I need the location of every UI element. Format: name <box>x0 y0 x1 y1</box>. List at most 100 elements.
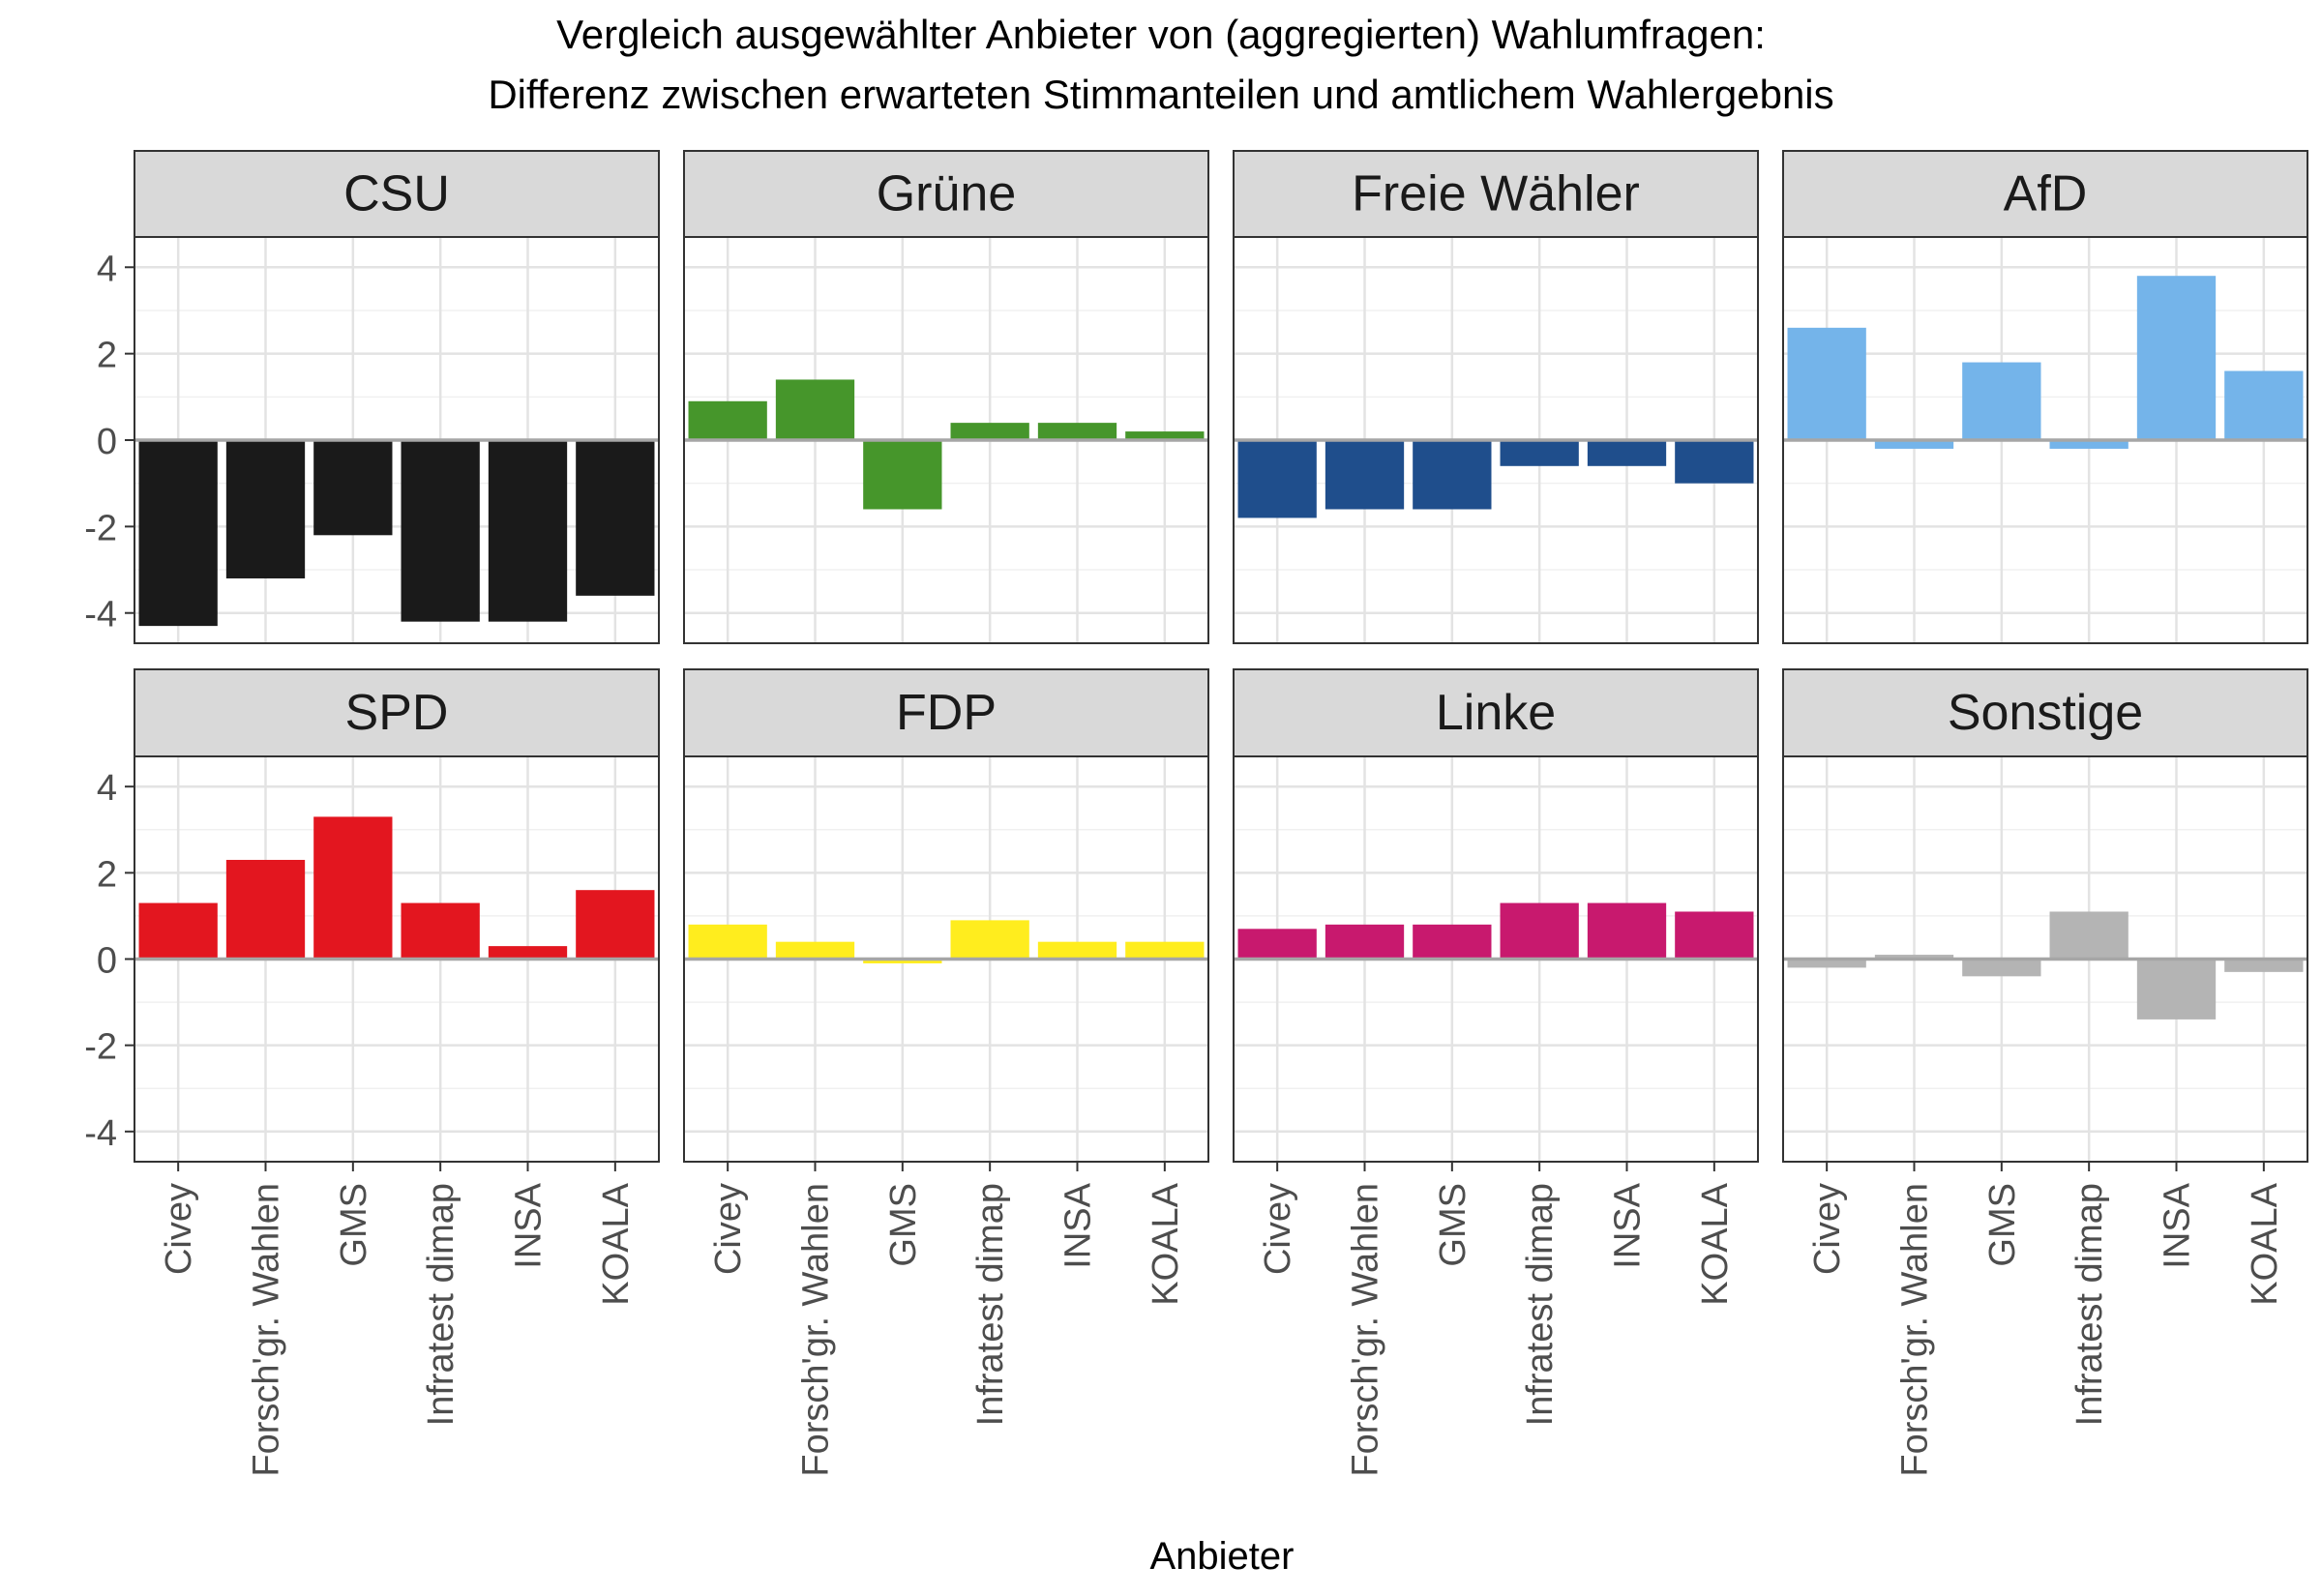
x-tick-label-infratest-dimap: Infratest dimap <box>970 1183 1011 1426</box>
y-tick-label: -4 <box>84 595 117 635</box>
bar-freie-wähler-forsch-gr-wahlen <box>1325 440 1405 510</box>
bar-freie-wähler-civey <box>1237 440 1317 518</box>
bar-fdp-insa <box>1037 941 1117 960</box>
facet-strip-label-csu: CSU <box>343 166 450 222</box>
bar-csu-gms <box>313 440 393 536</box>
bar-grüne-koala <box>1125 431 1205 440</box>
x-tick-label-forsch-gr-wahlen: Forsch'gr. Wahlen <box>1895 1183 1936 1477</box>
bar-freie-wähler-insa <box>1587 440 1667 466</box>
bar-sonstige-civey <box>1787 959 1866 968</box>
x-tick-label-infratest-dimap: Infratest dimap <box>1520 1183 1561 1426</box>
facet-strip-label-afd: AfD <box>2004 166 2088 222</box>
x-tick-label-civey: Civey <box>1807 1183 1848 1275</box>
bar-afd-civey <box>1787 327 1866 440</box>
y-tick-label: -2 <box>84 1027 117 1068</box>
x-tick-label-civey: Civey <box>708 1183 749 1275</box>
y-tick-label: 2 <box>97 336 117 376</box>
y-tick-label: -4 <box>84 1113 117 1154</box>
facet-strip-label-fdp: FDP <box>896 685 997 741</box>
x-tick-label-koala: KOALA <box>1146 1182 1186 1305</box>
y-tick-label: 4 <box>97 768 117 809</box>
bar-afd-koala <box>2224 370 2304 440</box>
bar-sonstige-infratest-dimap <box>2049 911 2128 960</box>
bar-grüne-insa <box>1037 423 1117 440</box>
bar-fdp-koala <box>1125 941 1205 960</box>
x-tick-label-gms: GMS <box>1433 1183 1474 1267</box>
facet-strip-linke <box>1233 668 1759 757</box>
x-tick-label-insa: INSA <box>509 1182 550 1268</box>
facet-panel-border-sonstige <box>1782 755 2308 1163</box>
x-tick-label-forsch-gr-wahlen: Forsch'gr. Wahlen <box>1346 1183 1386 1477</box>
chart-title-line-2: Differenz zwischen erwarteten Stimmantei… <box>488 72 1834 117</box>
bar-grüne-infratest-dimap <box>950 423 1029 440</box>
facet-strip-label-linke: Linke <box>1436 685 1556 741</box>
facet-panel-border-fdp <box>683 755 1209 1163</box>
bar-linke-insa <box>1587 902 1667 960</box>
facet-strip-label-grüne: Grüne <box>877 166 1017 222</box>
x-tick-label-koala: KOALA <box>1695 1182 1736 1305</box>
x-tick-label-gms: GMS <box>334 1183 374 1267</box>
bar-linke-infratest-dimap <box>1500 902 1579 960</box>
x-tick-label-gms: GMS <box>1982 1183 2023 1267</box>
bar-csu-civey <box>138 440 218 627</box>
x-tick-label-insa: INSA <box>2158 1182 2198 1268</box>
bar-freie-wähler-koala <box>1675 440 1754 484</box>
bar-sonstige-koala <box>2224 959 2304 972</box>
y-tick-label: 0 <box>97 941 117 982</box>
bar-spd-infratest-dimap <box>401 902 480 960</box>
bar-csu-infratest-dimap <box>401 440 480 622</box>
x-tick-label-infratest-dimap: Infratest dimap <box>2069 1183 2110 1426</box>
bar-spd-civey <box>138 902 218 960</box>
facet-strip-fdp <box>683 668 1209 757</box>
bar-linke-forsch-gr-wahlen <box>1325 924 1405 960</box>
bar-afd-infratest-dimap <box>2049 440 2128 449</box>
bar-grüne-gms <box>863 440 942 510</box>
bar-fdp-gms <box>863 959 942 963</box>
x-tick-label-koala: KOALA <box>596 1182 637 1305</box>
facet-panel-border-freie-wähler <box>1233 236 1759 644</box>
bar-spd-gms <box>313 816 393 960</box>
bar-linke-koala <box>1675 911 1754 960</box>
y-tick-label: 2 <box>97 854 117 895</box>
bar-afd-insa <box>2136 276 2217 440</box>
bar-linke-gms <box>1413 924 1492 960</box>
bar-linke-civey <box>1237 929 1317 960</box>
facet-strip-afd <box>1782 150 2308 238</box>
x-tick-label-koala: KOALA <box>2245 1182 2285 1305</box>
facet-strip-label-freie-wähler: Freie Wähler <box>1352 166 1640 222</box>
bar-spd-koala <box>576 890 655 960</box>
facet-strip-freie-wähler <box>1233 150 1759 238</box>
bar-afd-forsch-gr-wahlen <box>1874 440 1954 449</box>
facet-panel-border-afd <box>1782 236 2308 644</box>
x-tick-label-civey: Civey <box>159 1183 199 1275</box>
x-tick-label-insa: INSA <box>1058 1182 1099 1268</box>
bar-sonstige-insa <box>2136 959 2217 1020</box>
facet-strip-sonstige <box>1782 668 2308 757</box>
bar-fdp-civey <box>688 924 767 960</box>
facet-strip-spd <box>134 668 660 757</box>
bar-spd-forsch-gr-wahlen <box>225 859 306 960</box>
x-tick-label-gms: GMS <box>883 1183 924 1267</box>
facet-panel-border-grüne <box>683 236 1209 644</box>
bar-fdp-forsch-gr-wahlen <box>775 941 855 960</box>
chart-title-line-1: Vergleich ausgewählter Anbieter von (agg… <box>556 12 1766 57</box>
facet-panel-border-linke <box>1233 755 1759 1163</box>
facet-strip-label-spd: SPD <box>345 685 449 741</box>
bar-spd-insa <box>488 946 568 960</box>
x-tick-label-forsch-gr-wahlen: Forsch'gr. Wahlen <box>247 1183 287 1477</box>
y-tick-label: 4 <box>97 249 117 289</box>
bar-grüne-forsch-gr-wahlen <box>775 379 855 440</box>
bar-sonstige-forsch-gr-wahlen <box>1874 955 1954 960</box>
x-axis-title: Anbieter <box>1150 1535 1295 1578</box>
bar-csu-forsch-gr-wahlen <box>225 440 306 578</box>
y-tick-label: 0 <box>97 422 117 462</box>
x-tick-label-forsch-gr-wahlen: Forsch'gr. Wahlen <box>796 1183 837 1477</box>
bar-grüne-civey <box>688 400 767 440</box>
bar-afd-gms <box>1962 362 2041 440</box>
bar-freie-wähler-infratest-dimap <box>1500 440 1579 466</box>
facet-strip-grüne <box>683 150 1209 238</box>
x-tick-label-infratest-dimap: Infratest dimap <box>421 1183 461 1426</box>
bar-csu-koala <box>576 440 655 596</box>
bar-sonstige-gms <box>1962 959 2041 977</box>
